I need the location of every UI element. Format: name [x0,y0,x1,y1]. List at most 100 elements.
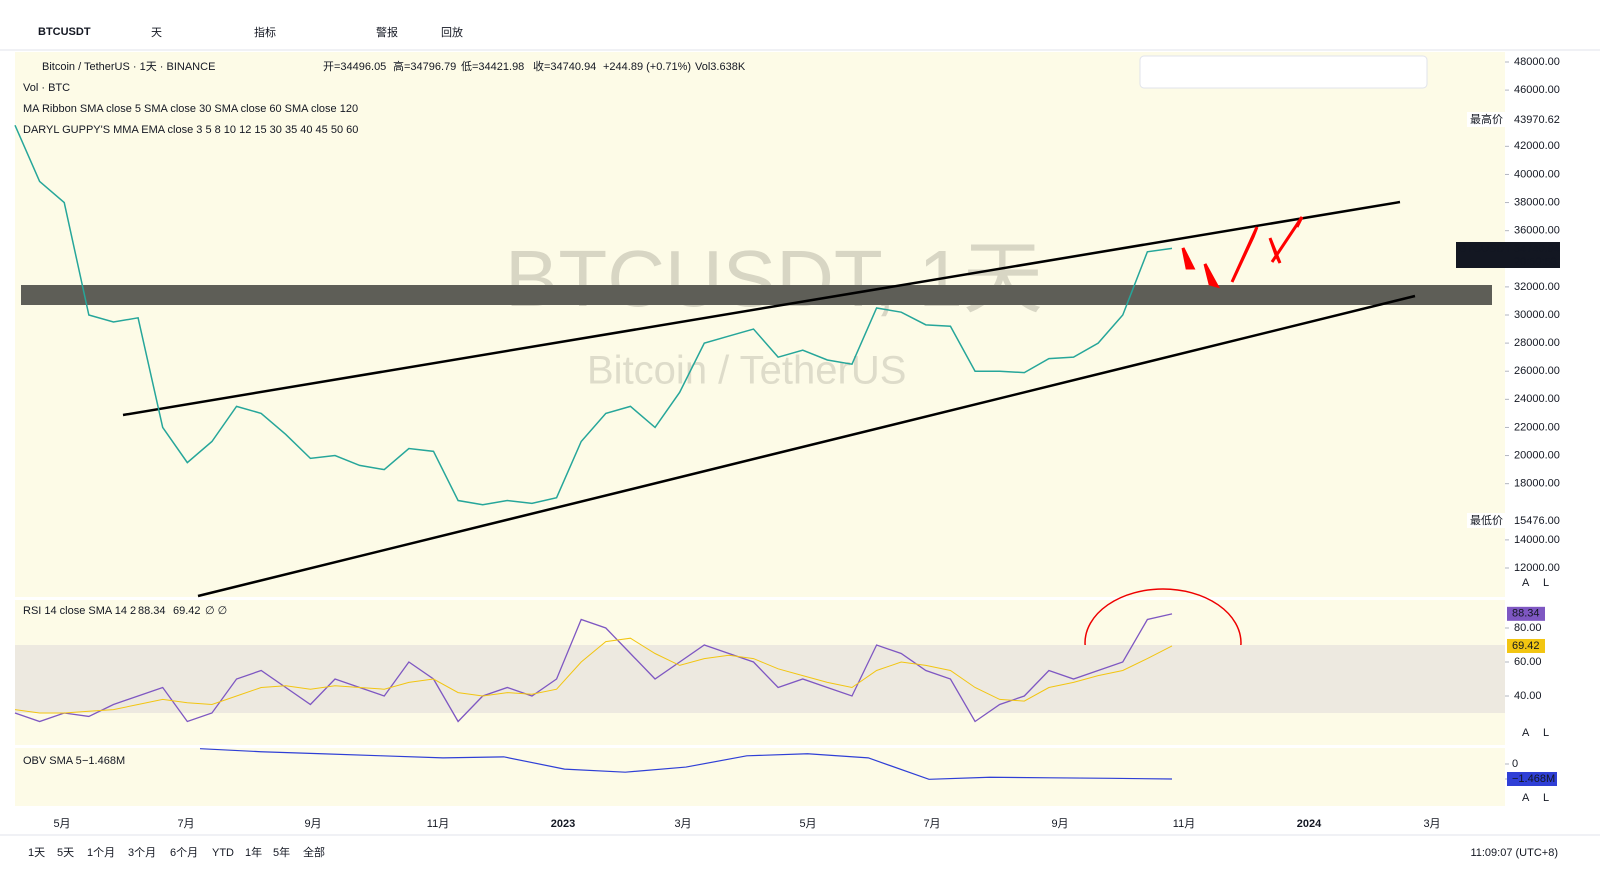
series-line [199,748,1173,780]
high-value: 43970.62 [1514,114,1560,126]
obv-title: OBV SMA 5 [23,755,82,767]
zone [21,285,1492,305]
range-button[interactable]: 5天 [57,847,74,859]
indicator-label: DARYL GUPPY'S MMA EMA close 3 5 8 10 12 … [23,124,358,136]
rsi-sma-value: 69.42 [173,605,201,617]
series-line [14,124,1173,506]
indicator-label: Vol · BTC [23,82,70,94]
obv-value: −1.468M [82,755,125,767]
scale-button[interactable]: A [1522,577,1530,589]
range-button[interactable]: YTD [212,847,234,859]
range-button[interactable]: 5年 [273,845,290,859]
price-tag [1467,513,1559,528]
y-tick-label: 40.00 [1514,690,1542,702]
y-tick-label: 48000.00 [1514,56,1560,68]
series-line [14,613,1173,723]
y-tick-label: 32000.00 [1514,281,1560,293]
y-tick-label: 18000.00 [1514,478,1560,490]
y-tick-label: 46000.00 [1514,84,1560,96]
rsi-value: 88.34 [138,605,166,617]
low-label: 最低价 [1470,514,1503,527]
obv-pane [15,748,1505,806]
x-tick-label: 7月 [923,818,940,830]
y-tick-label: 60.00 [1514,656,1542,668]
range-button[interactable]: 6个月 [170,846,198,859]
series-line [14,637,1173,714]
scale-button[interactable]: L [1543,792,1549,804]
replay-button[interactable]: 回放 [441,25,463,39]
arrows [1181,216,1304,289]
x-tick-label: 3月 [674,818,691,830]
x-tick-label: 11月 [427,818,449,830]
drawing-toolbar[interactable] [1139,55,1428,89]
high-label: 最高价 [1470,112,1503,126]
y-tick-label: 80.00 [1514,622,1542,634]
clock: 11:09:07 (UTC+8) [1470,847,1558,859]
rsi-tag-label: 88.34 [1512,608,1540,620]
x-tick-label: 11月 [1173,818,1195,830]
countdown: 20:50:53 [1514,256,1557,268]
interval[interactable]: 天 [151,27,162,39]
rsi-tag [1507,638,1545,653]
legend-title: Bitcoin / TetherUS · 1天 · BINANCE [42,61,215,73]
x-tick-label: 2024 [1297,818,1322,830]
y-tick-label: 28000.00 [1514,337,1560,349]
alert-button[interactable]: 警报 [376,25,398,39]
ohlc: 收=34740.94 [533,59,596,73]
scale-button[interactable]: A [1522,727,1530,739]
range-button[interactable]: 3个月 [128,846,156,859]
ohlc: 低=34421.98 [461,60,524,73]
range-button[interactable]: 1个月 [87,846,115,859]
rsi-band [15,645,1505,713]
rsi-tag-label: 69.42 [1512,640,1540,652]
range-button[interactable]: 1天 [28,847,45,859]
y-tick-label: 14000.00 [1514,534,1560,546]
y-tick-label: −1.468M [1512,773,1555,785]
trend-line [122,200,1401,417]
range-button[interactable]: 1年 [245,845,262,859]
scale-button[interactable]: L [1543,577,1549,589]
last-price: 34740.94 [1514,243,1560,255]
low-value: 15476.00 [1514,515,1560,527]
y-tick-label: 20000.00 [1514,449,1560,461]
scale-button[interactable]: L [1543,727,1549,739]
y-tick-label: 22000.00 [1514,421,1560,433]
price-pane [15,52,1505,597]
y-tick-label: 42000.00 [1514,140,1560,152]
x-tick-label: 3月 [1423,818,1440,830]
y-tick-label: 24000.00 [1514,393,1560,405]
ohlc: 高=34796.79 [393,59,456,73]
last-tag [1456,242,1560,268]
ohlc: 开=34496.05 [323,61,386,73]
y-tick-label: 12000.00 [1514,562,1560,574]
ohlc: Vol3.638K [695,61,746,73]
rsi-extra: ∅ ∅ [205,605,227,617]
scale-button[interactable]: A [1522,792,1530,804]
y-tick-label: 30000.00 [1514,309,1560,321]
y-tick-label: 26000.00 [1514,365,1560,377]
x-tick-label: 2023 [551,818,575,830]
y-tick-label: 38000.00 [1514,196,1560,208]
indicators-button[interactable]: 指标 [254,25,276,39]
watermark: BTCUSDT, 1天 [505,234,1043,323]
trend-line [197,294,1416,598]
x-tick-label: 9月 [304,818,321,830]
last-symbol: BTCUSDT [1459,243,1511,255]
rsi-title: RSI 14 close SMA 14 2 [23,605,136,617]
indicator-label: MA Ribbon SMA close 5 SMA close 30 SMA c… [23,103,358,115]
x-tick-label: 5月 [53,818,70,830]
rsi-tag [1507,606,1545,621]
ohlc: +244.89 (+0.71%) [603,61,691,73]
y-tick-label: 36000.00 [1514,225,1560,237]
watermark: Bitcoin / TetherUS [587,349,906,393]
symbol[interactable]: BTCUSDT [38,26,91,38]
price-tag [1467,112,1559,127]
x-tick-label: 5月 [799,818,816,830]
y-tick-label: 40000.00 [1514,168,1560,180]
y-tick-label: 0 [1512,758,1518,770]
x-tick-label: 7月 [177,818,194,830]
obv-tag [1507,772,1557,786]
range-button[interactable]: 全部 [303,845,325,859]
x-tick-label: 9月 [1051,818,1068,830]
